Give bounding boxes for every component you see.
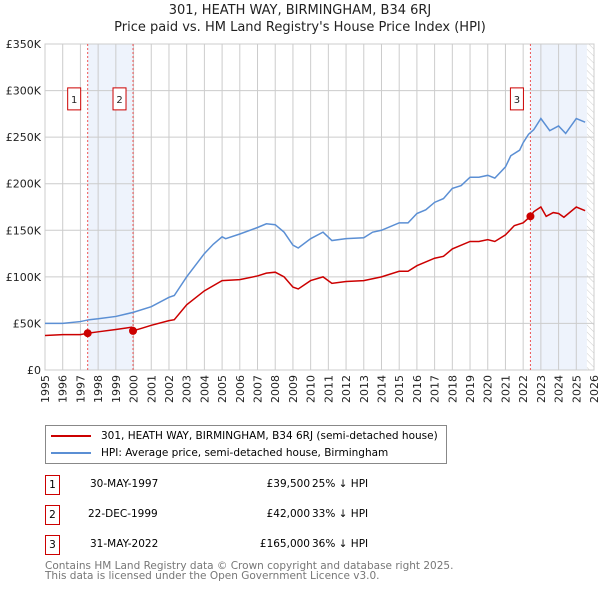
transaction-date: 31-MAY-2022	[90, 538, 159, 550]
x-tick-label: 1996	[57, 375, 70, 403]
footer: Contains HM Land Registry data © Crown c…	[45, 560, 454, 582]
x-tick-label: 1997	[74, 375, 87, 403]
x-tick-label: 2003	[181, 375, 194, 403]
x-tick-label: 2004	[198, 375, 211, 403]
x-tick-label: 2011	[322, 375, 335, 403]
transaction-marker: 1	[45, 475, 60, 495]
x-tick-label: 2017	[429, 375, 442, 403]
transaction-row: 1 30-MAY-1997 £39,500 25% ↓ HPI	[45, 475, 465, 495]
x-tick-label: 2002	[163, 375, 176, 403]
transaction-date: 30-MAY-1997	[90, 478, 159, 490]
legend: 301, HEATH WAY, BIRMINGHAM, B34 6RJ (sem…	[45, 425, 447, 464]
y-tick-label: £0	[27, 364, 41, 377]
x-tick-label: 2000	[128, 375, 141, 403]
transaction-date: 22-DEC-1999	[88, 508, 158, 520]
plot-frame	[44, 43, 595, 371]
x-tick-label: 2023	[535, 375, 548, 403]
footer-line1: Contains HM Land Registry data © Crown c…	[45, 560, 454, 572]
x-tick-label: 2016	[411, 375, 424, 403]
y-tick-label: £100K	[6, 271, 42, 284]
x-tick-label: 2019	[464, 375, 477, 403]
transaction-diff: 33% ↓ HPI	[312, 508, 369, 520]
transaction-diff: 25% ↓ HPI	[312, 478, 369, 490]
y-tick-label: £300K	[6, 85, 42, 98]
legend-property-label: 301, HEATH WAY, BIRMINGHAM, B34 6RJ (sem…	[101, 430, 438, 442]
y-tick-label: £250K	[6, 131, 42, 144]
y-tick-label: £350K	[6, 38, 42, 51]
hpi-line	[45, 117, 586, 325]
sale-label: 3	[514, 95, 520, 106]
legend-property-swatch	[51, 435, 91, 437]
y-tick-label: £50K	[13, 317, 42, 330]
x-tick-label: 2009	[287, 375, 300, 403]
transaction-marker: 3	[45, 535, 60, 555]
x-tick-label: 2022	[517, 375, 530, 403]
legend-hpi-label: HPI: Average price, semi-detached house,…	[101, 447, 389, 459]
x-tick-label: 2015	[393, 375, 406, 403]
sale-label: 2	[116, 95, 122, 106]
x-tick-label: 2026	[588, 375, 600, 403]
price-chart: 1995 1996 1997 1998 1999 2000 2001 2002 2003 2004…	[6, 38, 600, 403]
sale-point	[129, 326, 138, 335]
x-tick-label: 2007	[252, 375, 265, 403]
y-tick-label: £150K	[6, 224, 42, 237]
x-tick-label: 2006	[234, 375, 247, 403]
sale-point	[526, 212, 535, 221]
x-tick-label: 2005	[216, 375, 229, 403]
x-tick-label: 2020	[482, 375, 495, 403]
x-tick-label: 2025	[570, 375, 583, 403]
sale-label-box	[67, 87, 82, 111]
x-tick-label: 2021	[499, 375, 512, 403]
chart-title: 301, HEATH WAY, BIRMINGHAM, B34 6RJ	[168, 3, 432, 18]
x-tick-label: 2013	[358, 375, 371, 403]
x-tick-label: 2024	[553, 375, 566, 403]
future-hatch	[586, 44, 594, 370]
sale-point	[83, 329, 92, 338]
x-tick-label: 2001	[145, 375, 158, 403]
transaction-diff: 36% ↓ HPI	[312, 538, 369, 550]
x-tick-label: 2010	[305, 375, 318, 403]
x-tick-label: 2008	[269, 375, 282, 403]
y-tick-label: £200K	[6, 178, 42, 191]
transaction-price: £165,000	[259, 538, 310, 550]
x-tick-label: 2018	[446, 375, 459, 403]
transaction-row: 3 31-MAY-2022 £165,000 36% ↓ HPI	[45, 535, 465, 555]
transaction-row: 2 22-DEC-1999 £42,000 33% ↓ HPI	[45, 505, 465, 525]
transaction-price: £39,500	[266, 478, 310, 490]
legend-hpi-swatch	[51, 452, 91, 454]
transaction-price: £42,000	[266, 508, 310, 520]
x-tick-label: 1999	[110, 375, 123, 403]
x-tick-label: 1995	[39, 375, 52, 403]
chart-subtitle: Price paid vs. HM Land Registry's House …	[114, 20, 486, 35]
x-tick-label: 2012	[340, 375, 353, 403]
transaction-marker: 2	[45, 505, 60, 525]
sale-label-box	[112, 87, 127, 111]
x-tick-label: 1998	[92, 375, 105, 403]
sale-label: 1	[71, 95, 77, 106]
footer-line2: This data is licensed under the Open Gov…	[45, 570, 380, 582]
x-tick-label: 2014	[375, 375, 388, 403]
sale-label-box	[509, 87, 524, 111]
